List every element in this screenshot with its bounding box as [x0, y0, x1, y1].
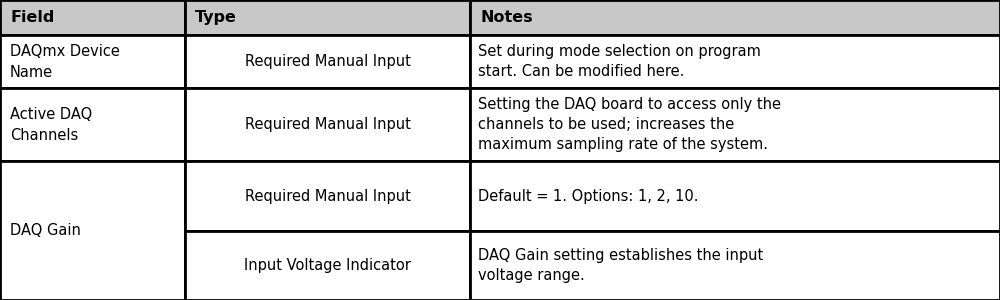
Text: Active DAQ
Channels: Active DAQ Channels	[10, 106, 92, 143]
Text: Type: Type	[195, 10, 237, 25]
Text: Set during mode selection on program
start. Can be modified here.: Set during mode selection on program sta…	[478, 44, 761, 79]
Text: Default = 1. Options: 1, 2, 10.: Default = 1. Options: 1, 2, 10.	[478, 188, 698, 203]
Text: Notes: Notes	[480, 10, 533, 25]
Text: Required Manual Input: Required Manual Input	[245, 117, 410, 132]
Text: DAQ Gain: DAQ Gain	[10, 223, 81, 238]
Text: Field: Field	[10, 10, 54, 25]
Bar	[470, 0, 1000, 35]
Bar	[185, 35, 470, 88]
Bar	[0, 35, 185, 88]
Bar	[0, 88, 185, 161]
Bar	[470, 35, 1000, 88]
Text: DAQmx Device
Name: DAQmx Device Name	[10, 44, 120, 80]
Text: Setting the DAQ board to access only the
channels to be used; increases the
maxi: Setting the DAQ board to access only the…	[478, 97, 781, 152]
Bar	[185, 231, 470, 300]
Text: Required Manual Input: Required Manual Input	[245, 54, 410, 69]
Bar	[0, 0, 185, 35]
Bar	[185, 161, 470, 231]
Text: Required Manual Input: Required Manual Input	[245, 188, 410, 203]
Bar	[0, 161, 185, 300]
Bar	[185, 88, 470, 161]
Bar	[470, 231, 1000, 300]
Text: DAQ Gain setting establishes the input
voltage range.: DAQ Gain setting establishes the input v…	[478, 248, 763, 283]
Text: Input Voltage Indicator: Input Voltage Indicator	[244, 258, 411, 273]
Bar	[185, 0, 470, 35]
Bar	[470, 161, 1000, 231]
Bar	[470, 88, 1000, 161]
